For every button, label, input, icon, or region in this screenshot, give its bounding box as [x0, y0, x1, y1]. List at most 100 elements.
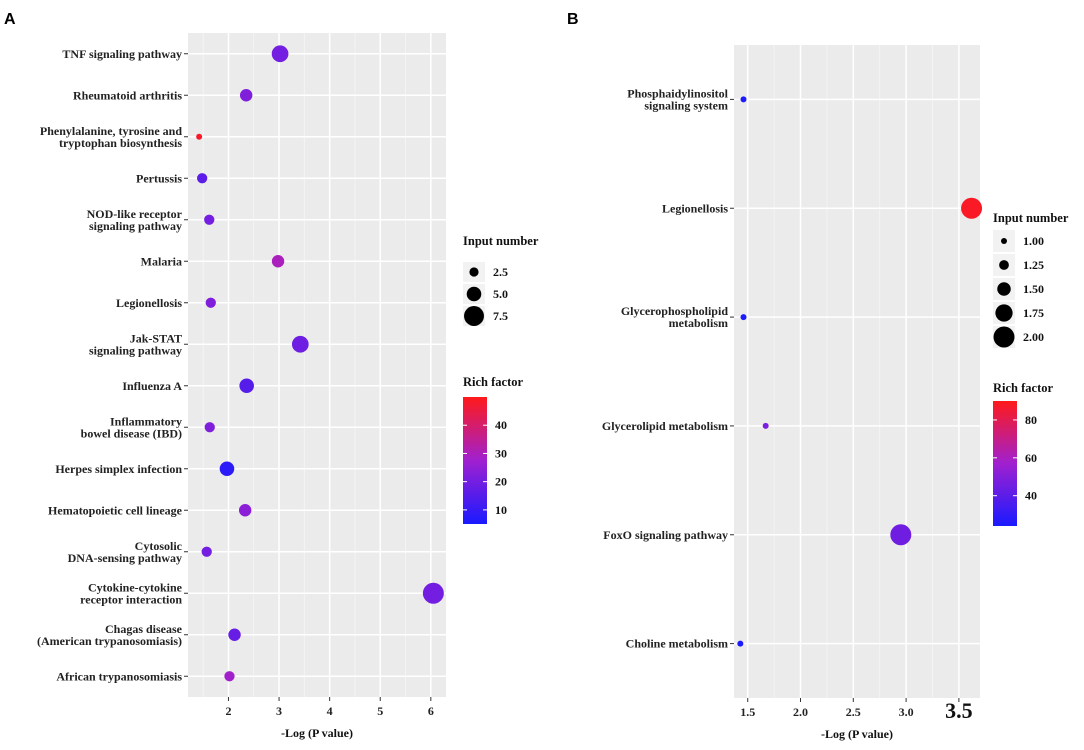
x-tick-label: 2.5 — [846, 705, 861, 719]
size-legend-title: Input number — [993, 211, 1069, 225]
x-tick-label: 3.5 — [945, 698, 973, 723]
size-legend-title: Input number — [463, 234, 539, 248]
plot-background — [734, 45, 980, 698]
x-tick-label: 2 — [225, 704, 231, 718]
category-label: TNF signaling pathway — [62, 47, 182, 61]
size-legend-key — [464, 306, 484, 326]
size-legend-label: 2.00 — [1023, 330, 1044, 344]
category-label: Malaria — [141, 254, 182, 268]
category-label: Phosphaidylinositol — [627, 86, 728, 100]
color-legend-title: Rich factor — [993, 381, 1053, 395]
color-legend-label: 40 — [1025, 489, 1037, 503]
size-legend-label: 2.5 — [493, 265, 508, 279]
size-legend-label: 1.50 — [1023, 282, 1044, 296]
category-label: Jak-STAT — [130, 331, 182, 345]
data-point — [204, 214, 215, 225]
category-label: tryptophan biosynthesis — [59, 136, 182, 150]
bubble-chart-a: 2 3 4 5 6 TNF signaling pathway Rheumatoid art… — [37, 33, 539, 740]
category-label: Phenylalanine, tyrosine and — [40, 124, 182, 138]
category-label: Herpes simplex infection — [55, 462, 182, 476]
size-legend-key — [1001, 238, 1007, 244]
x-tick-label: 3.0 — [899, 705, 914, 719]
size-legend-key — [469, 267, 479, 277]
data-point — [197, 173, 208, 184]
data-point — [224, 671, 235, 682]
x-tick-label: 5 — [377, 704, 383, 718]
category-label: Cytokine-cytokine — [88, 580, 183, 594]
color-legend-label: 10 — [495, 503, 507, 517]
color-legend-label: 30 — [495, 446, 507, 460]
data-point — [422, 582, 444, 604]
data-point — [961, 197, 983, 219]
x-axis-label: -Log (P value) — [821, 727, 893, 741]
data-point — [271, 255, 285, 268]
category-label: Pertussis — [136, 171, 182, 185]
data-point — [205, 297, 216, 308]
x-tick-label: 4 — [327, 704, 333, 718]
category-label: receptor interaction — [80, 592, 182, 606]
data-point — [204, 422, 215, 433]
x-tick-label: 3 — [276, 704, 282, 718]
data-point — [228, 628, 241, 641]
category-label: signaling pathway — [89, 219, 182, 233]
panel-label-a: A — [4, 11, 16, 28]
panel-label-b: B — [567, 11, 579, 28]
category-label: Legionellosis — [662, 201, 728, 215]
category-label: NOD-like receptor — [87, 207, 183, 221]
x-axis-label: -Log (P value) — [281, 726, 353, 740]
category-label: Rheumatoid arthritis — [73, 88, 182, 102]
data-point — [740, 314, 747, 321]
size-legend-label: 1.00 — [1023, 234, 1044, 248]
x-tick-label: 6 — [428, 704, 434, 718]
size-legend-label: 1.25 — [1023, 258, 1044, 272]
category-label: FoxO signaling pathway — [603, 528, 728, 542]
category-label: Chagas disease — [105, 622, 183, 636]
category-label: Legionellosis — [116, 296, 182, 310]
bubble-chart-b: 1.5 2.0 2.5 3.0 3.5 Phosphaidylinositolsignal… — [602, 45, 1069, 741]
x-tick-label: 1.5 — [740, 705, 755, 719]
category-label: Inflammatory — [110, 414, 182, 428]
data-point — [271, 45, 289, 63]
color-legend-label: 80 — [1025, 413, 1037, 427]
color-legend-title: Rich factor — [463, 375, 523, 389]
category-label: (American trypanosomiasis) — [37, 634, 182, 648]
size-legend-label: 5.0 — [493, 287, 508, 301]
category-label: Glycerophospholipid — [621, 304, 728, 318]
size-legend-label: 1.75 — [1023, 306, 1044, 320]
data-point — [291, 335, 309, 353]
data-point — [890, 524, 912, 546]
color-legend-bar — [463, 397, 487, 524]
plot-background — [188, 33, 446, 697]
category-label: Glycerolipid metabolism — [602, 419, 728, 433]
size-legend-key — [997, 282, 1011, 296]
category-label: signaling system — [644, 98, 728, 112]
color-legend-label: 20 — [495, 475, 507, 489]
data-point — [219, 461, 235, 477]
data-point — [196, 133, 203, 140]
category-label: Choline metabolism — [626, 637, 728, 651]
size-legend-key — [993, 326, 1015, 348]
category-label: signaling pathway — [89, 343, 182, 357]
data-point — [737, 640, 744, 647]
category-label: metabolism — [669, 316, 728, 330]
category-label: African trypanosomiasis — [56, 669, 182, 683]
category-label: Influenza A — [122, 379, 182, 393]
size-legend-label: 7.5 — [493, 309, 508, 323]
data-point — [762, 422, 769, 429]
color-legend-label: 60 — [1025, 451, 1037, 465]
data-point — [239, 378, 254, 394]
category-label: bowel disease (IBD) — [81, 426, 182, 440]
color-legend-bar — [993, 401, 1017, 526]
data-point — [740, 96, 747, 103]
color-legend-label: 40 — [495, 418, 507, 432]
category-label: DNA-sensing pathway — [68, 551, 182, 565]
size-legend-key — [995, 304, 1013, 322]
size-legend-key — [466, 286, 482, 302]
x-tick-label: 2.0 — [793, 705, 808, 719]
data-point — [239, 89, 253, 102]
data-point — [238, 504, 252, 517]
size-legend-key — [999, 260, 1009, 270]
data-point — [201, 546, 212, 557]
category-label: Cytosolic — [135, 539, 183, 553]
